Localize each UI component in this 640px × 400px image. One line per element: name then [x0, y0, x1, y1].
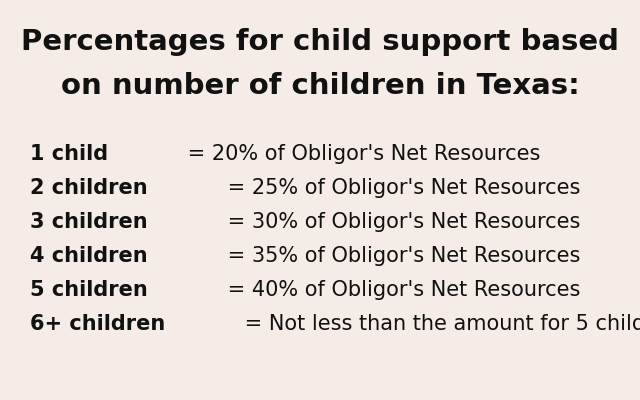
Text: 3 children: 3 children: [30, 212, 148, 232]
Text: 4 children: 4 children: [30, 246, 148, 266]
Text: on number of children in Texas:: on number of children in Texas:: [61, 72, 579, 100]
Text: 1 child: 1 child: [30, 144, 108, 164]
Text: 6+ children: 6+ children: [30, 314, 165, 334]
Text: = 30% of Obligor's Net Resources: = 30% of Obligor's Net Resources: [221, 212, 580, 232]
Text: = 25% of Obligor's Net Resources: = 25% of Obligor's Net Resources: [221, 178, 580, 198]
Text: = 20% of Obligor's Net Resources: = 20% of Obligor's Net Resources: [181, 144, 541, 164]
Text: = 35% of Obligor's Net Resources: = 35% of Obligor's Net Resources: [221, 246, 580, 266]
Text: 2 children: 2 children: [30, 178, 148, 198]
Text: Percentages for child support based: Percentages for child support based: [21, 28, 619, 56]
Text: = 40% of Obligor's Net Resources: = 40% of Obligor's Net Resources: [221, 280, 580, 300]
Text: 5 children: 5 children: [30, 280, 148, 300]
Text: = Not less than the amount for 5 children: = Not less than the amount for 5 childre…: [239, 314, 640, 334]
